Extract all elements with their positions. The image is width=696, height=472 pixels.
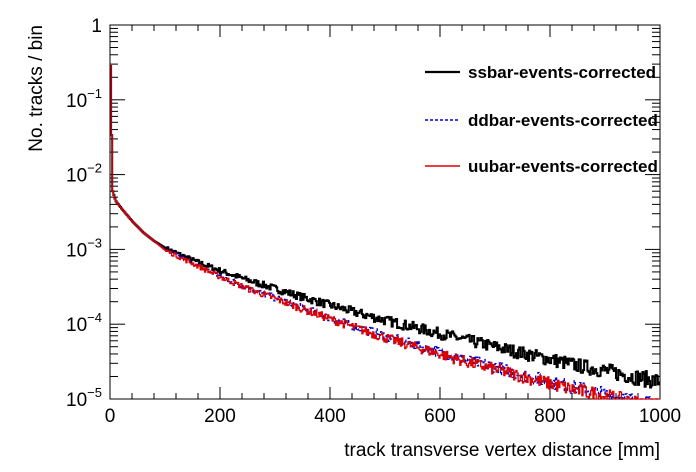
y-tick-labels: 110−110−210−310−410−5 [66,16,102,411]
x-tick-labels: 0 200 400 600 800 1000 [105,406,681,427]
legend-label: uubar-events-corrected [468,157,658,176]
y-tick-exponent: −2 [87,161,102,176]
y-tick-base: 10 [66,315,87,336]
y-tick-exponent: −5 [87,385,102,400]
x-tick-label: 200 [204,406,236,427]
y-tick-label: 10−3 [66,235,102,261]
y-tick-label: 10−4 [66,310,102,336]
y-tick-base: 10 [66,91,87,112]
x-tick-label: 600 [424,406,456,427]
y-tick-base: 10 [66,166,87,187]
x-axis-title: track transverse vertex distance [mm] [344,440,660,461]
y-tick-exponent: −4 [87,310,102,325]
y-tick-label: 10−5 [66,385,102,411]
plot-frame [109,24,661,400]
x-tick-label: 400 [314,406,346,427]
y-tick-label: 10−1 [66,86,102,112]
y-tick-base: 10 [66,240,87,261]
series-line-ssbar-events-corrected [110,65,660,389]
y-tick-label: 10−2 [66,161,102,187]
y-tick-exponent: −1 [87,86,102,101]
series-line-uubar-events-corrected [110,65,660,400]
legend: ssbar-events-corrected ddbar-events-corre… [425,63,658,176]
y-tick-base: 10 [66,390,87,411]
x-tick-label: 800 [534,406,566,427]
data-series [110,65,660,400]
y-axis-title: No. tracks / bin [26,25,47,152]
y-tick-base: 1 [91,16,102,37]
y-tick-exponent: −3 [87,235,102,250]
y-tick-label: 1 [91,16,102,37]
legend-label: ssbar-events-corrected [468,63,656,82]
x-tick-label: 1000 [639,406,681,427]
x-tick-label: 0 [105,406,116,427]
legend-label: ddbar-events-corrected [468,111,658,130]
